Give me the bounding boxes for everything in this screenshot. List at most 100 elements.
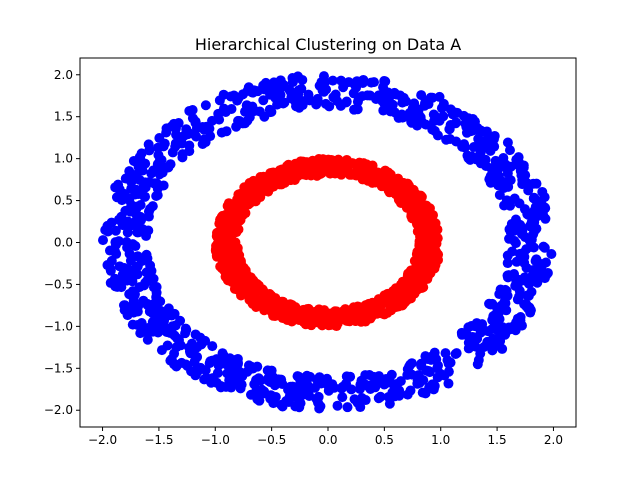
- data-point: [117, 220, 128, 231]
- data-point: [456, 327, 467, 338]
- data-point: [216, 127, 227, 138]
- data-point: [358, 308, 369, 319]
- data-point: [336, 383, 347, 394]
- chart-title: Hierarchical Clustering on Data A: [195, 35, 461, 54]
- data-point: [225, 381, 236, 392]
- data-point: [254, 187, 265, 198]
- data-point: [433, 249, 444, 260]
- data-point: [275, 75, 286, 86]
- data-point: [521, 177, 532, 188]
- data-point: [254, 106, 265, 117]
- data-point: [192, 342, 203, 353]
- data-point: [161, 123, 172, 134]
- x-tick-label: 2.0: [544, 433, 563, 447]
- data-point: [238, 263, 249, 274]
- data-point: [216, 381, 227, 392]
- data-point: [416, 191, 427, 202]
- data-point: [145, 260, 156, 271]
- data-point: [514, 248, 525, 259]
- x-tick-label: 0.5: [375, 433, 394, 447]
- data-point: [231, 121, 242, 132]
- data-point: [165, 159, 176, 170]
- data-point: [337, 163, 348, 174]
- data-point: [443, 378, 454, 389]
- data-point: [473, 133, 484, 144]
- data-point: [356, 316, 367, 327]
- data-point: [429, 347, 440, 358]
- data-point: [273, 177, 284, 188]
- y-tick-label: 1.0: [54, 152, 73, 166]
- y-tick-label: −0.5: [44, 277, 73, 291]
- data-point: [230, 251, 241, 262]
- data-point: [211, 247, 222, 258]
- data-point: [275, 82, 286, 93]
- data-point: [105, 265, 116, 276]
- data-point: [383, 391, 394, 402]
- data-point: [126, 183, 137, 194]
- data-point: [399, 95, 410, 106]
- data-point: [315, 166, 326, 177]
- data-point: [502, 270, 513, 281]
- data-point: [525, 307, 536, 318]
- data-point: [419, 204, 430, 215]
- data-point: [190, 370, 201, 381]
- data-point: [428, 109, 439, 120]
- data-point: [266, 106, 277, 117]
- data-point: [259, 305, 270, 316]
- data-point: [471, 154, 482, 165]
- series-1-points: [210, 153, 444, 332]
- data-point: [110, 225, 121, 236]
- x-tick-label: 1.0: [431, 433, 450, 447]
- data-point: [146, 168, 157, 179]
- data-point: [537, 186, 548, 197]
- data-point: [145, 203, 156, 214]
- data-point: [421, 227, 432, 238]
- data-point: [293, 381, 304, 392]
- y-axis: −2.0 −1.5 −1.0 −0.5 0.0 0.5 1.0 1.5 2.0: [44, 68, 80, 417]
- data-point: [502, 258, 513, 269]
- data-point: [317, 308, 328, 319]
- data-point: [528, 242, 539, 253]
- data-point: [504, 145, 515, 156]
- x-tick-label: 0.0: [318, 433, 337, 447]
- data-point: [484, 338, 495, 349]
- data-point: [475, 146, 486, 157]
- data-point: [314, 403, 325, 414]
- data-point: [168, 118, 179, 129]
- data-point: [142, 298, 153, 309]
- data-point: [505, 161, 516, 172]
- data-point: [392, 188, 403, 199]
- data-point: [318, 71, 329, 82]
- data-point: [523, 273, 534, 284]
- data-point: [227, 270, 238, 281]
- data-point: [419, 100, 430, 111]
- data-point: [142, 334, 153, 345]
- data-point: [181, 359, 192, 370]
- x-tick-label: 1.5: [488, 433, 507, 447]
- data-point: [218, 103, 229, 114]
- data-point: [200, 100, 211, 111]
- data-point: [360, 370, 371, 381]
- data-point: [237, 187, 248, 198]
- data-point: [200, 137, 211, 148]
- data-point: [515, 219, 526, 230]
- data-point: [379, 76, 390, 87]
- data-point: [434, 115, 445, 126]
- data-point: [334, 315, 345, 326]
- y-tick-label: −1.5: [44, 361, 73, 375]
- data-point: [201, 372, 212, 383]
- data-point: [313, 317, 324, 328]
- data-point: [511, 256, 522, 267]
- data-point: [379, 290, 390, 301]
- data-point: [487, 323, 498, 334]
- data-point: [417, 276, 428, 287]
- data-point: [111, 192, 122, 203]
- data-point: [285, 381, 296, 392]
- data-point: [263, 375, 274, 386]
- data-point: [254, 395, 265, 406]
- data-point: [218, 222, 229, 233]
- data-point: [329, 382, 340, 393]
- data-point: [262, 365, 273, 376]
- data-point: [346, 384, 357, 395]
